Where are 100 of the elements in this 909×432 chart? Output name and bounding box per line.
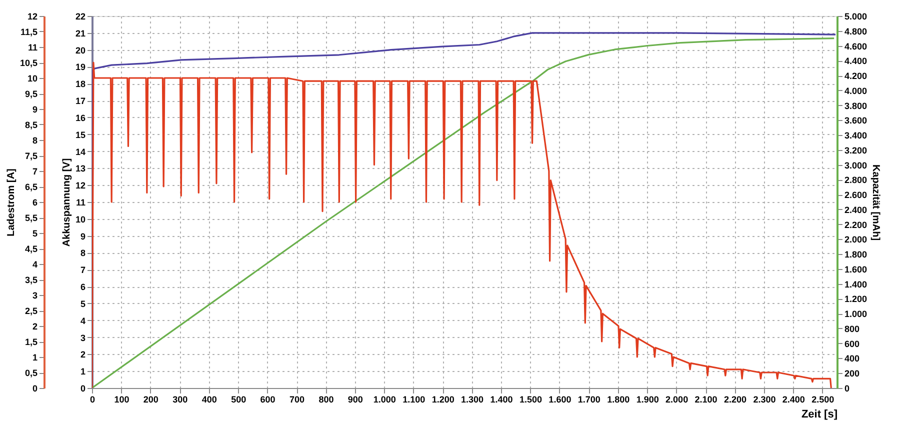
y3-tick-label: 8,5 <box>24 120 38 130</box>
y3-tick-label: 3,5 <box>24 275 38 285</box>
y-tick-label: 15 <box>75 130 86 140</box>
x-tick-label: 2.000 <box>666 394 688 404</box>
y2-tick-label: 2.600 <box>844 190 868 200</box>
x-tick-label: 600 <box>260 394 276 404</box>
y-tick-label: 0 <box>80 384 86 394</box>
y3-tick-label: 9 <box>32 104 38 114</box>
y3-axis-title: Ladestrom [A] <box>6 168 17 236</box>
y3-tick-label: 5,5 <box>24 213 38 223</box>
x-tick-label: 400 <box>202 394 217 404</box>
x-tick-label: 500 <box>231 394 246 404</box>
y2-tick-label: 2.200 <box>844 220 868 230</box>
y3-tick-label: 12 <box>27 12 38 22</box>
y3-tick-label: 1 <box>32 352 38 362</box>
y2-tick-label: 5.000 <box>844 12 868 22</box>
y-tick-label: 18 <box>75 79 86 90</box>
y2-axis-title: Kapazität [mAh] <box>870 164 882 241</box>
x-tick-label: 100 <box>114 394 130 404</box>
y2-tick-label: 600 <box>844 338 860 349</box>
y-tick-label: 5 <box>80 298 86 309</box>
y3-tick-label: 7,5 <box>24 151 38 161</box>
y-axis-title: Akkuspannung [V] <box>61 158 72 247</box>
y2-tick-label: 2.800 <box>844 175 868 186</box>
x-tick-label: 0 <box>90 394 96 404</box>
y3-tick-label: 11,5 <box>20 27 38 37</box>
y3-tick-label: 5 <box>32 228 38 238</box>
y-tick-label: 19 <box>75 62 86 72</box>
y3-tick-label: 10,5 <box>20 58 38 68</box>
x-tick-label: 1.400 <box>490 394 513 404</box>
x-tick-label: 2.500 <box>812 394 834 404</box>
y-tick-label: 7 <box>80 265 86 276</box>
y3-tick-label: 7 <box>32 166 38 176</box>
y3-tick-label: 4,5 <box>24 244 38 254</box>
y2-tick-label: 1.200 <box>844 294 868 304</box>
x-tick-label: 1.000 <box>373 394 396 404</box>
x-tick-label: 2.300 <box>753 394 776 404</box>
y-tick-label: 13 <box>75 164 86 174</box>
y3-tick-label: 11 <box>28 42 38 52</box>
x-tick-label: 2.100 <box>694 394 718 404</box>
y2-tick-label: 4.400 <box>844 56 868 66</box>
y3-tick-label: 2,5 <box>24 306 38 316</box>
y3-tick-label: 2 <box>32 322 38 332</box>
x-tick-label: 700 <box>289 394 305 404</box>
y-tick-label: 2 <box>80 350 86 360</box>
y3-tick-label: 8 <box>32 136 38 146</box>
x-tick-label: 1.800 <box>607 394 630 404</box>
x-tick-label: 1.300 <box>461 394 484 404</box>
y-tick-label: 11 <box>76 198 86 208</box>
y2-tick-label: 4.000 <box>844 86 868 96</box>
y-tick-label: 1 <box>80 366 86 377</box>
y2-tick-label: 3.200 <box>844 145 868 156</box>
y2-tick-label: 4.600 <box>844 41 868 52</box>
y-tick-label: 4 <box>80 316 86 326</box>
y-tick-label: 10 <box>75 214 86 224</box>
y3-tick-label: 9,5 <box>24 89 38 99</box>
x-tick-label: 2.200 <box>724 394 747 404</box>
y2-tick-label: 800 <box>844 324 860 334</box>
y-tick-label: 9 <box>80 231 86 242</box>
y2-tick-label: 3.800 <box>844 100 868 111</box>
y2-tick-label: 1.600 <box>844 264 868 274</box>
y2-tick-label: 4.200 <box>844 71 868 82</box>
x-tick-label: 1.600 <box>548 394 572 404</box>
x-tick-label: 800 <box>318 394 334 404</box>
y2-tick-label: 2.000 <box>844 234 868 245</box>
y2-tick-label: 3.000 <box>844 160 868 170</box>
y3-tick-label: 10 <box>27 74 38 84</box>
y-tick-label: 8 <box>80 248 86 258</box>
y3-tick-label: 3 <box>32 290 38 300</box>
y3-tick-label: 4 <box>32 260 38 270</box>
y-tick-label: 12 <box>75 180 86 191</box>
x-tick-label: 900 <box>348 394 363 404</box>
y2-tick-label: 400 <box>844 354 860 364</box>
x-tick-label: 200 <box>143 394 158 404</box>
y2-tick-label: 1.800 <box>844 250 868 260</box>
y3-tick-label: 0,5 <box>24 368 38 378</box>
y2-tick-label: 200 <box>844 368 860 379</box>
y3-tick-label: 6 <box>32 198 38 208</box>
x-tick-label: 2.400 <box>782 394 805 404</box>
y-tick-label: 22 <box>75 12 86 22</box>
y2-tick-label: 4.800 <box>844 26 868 36</box>
x-axis-title: Zeit [s] <box>801 408 838 420</box>
y2-tick-label: 0 <box>844 384 850 394</box>
y3-tick-label: 0 <box>32 384 38 394</box>
x-tick-label: 1.500 <box>519 394 542 404</box>
y-tick-label: 3 <box>80 332 86 343</box>
x-tick-label: 1.700 <box>578 394 600 404</box>
y3-tick-label: 6,5 <box>24 182 38 192</box>
y2-tick-label: 3.600 <box>844 116 868 126</box>
x-tick-label: 1.100 <box>402 394 426 404</box>
y-tick-label: 6 <box>80 282 86 292</box>
y-tick-label: 14 <box>75 146 86 157</box>
y3-tick-label: 1,5 <box>24 337 38 347</box>
x-tick-label: 300 <box>172 394 188 404</box>
x-tick-label: 1.200 <box>432 394 454 404</box>
y2-tick-label: 1.000 <box>844 309 868 320</box>
y2-tick-label: 1.400 <box>844 279 868 290</box>
y-tick-label: 16 <box>75 112 86 123</box>
y2-tick-label: 3.400 <box>844 130 868 141</box>
y2-tick-label: 2.400 <box>844 204 868 215</box>
